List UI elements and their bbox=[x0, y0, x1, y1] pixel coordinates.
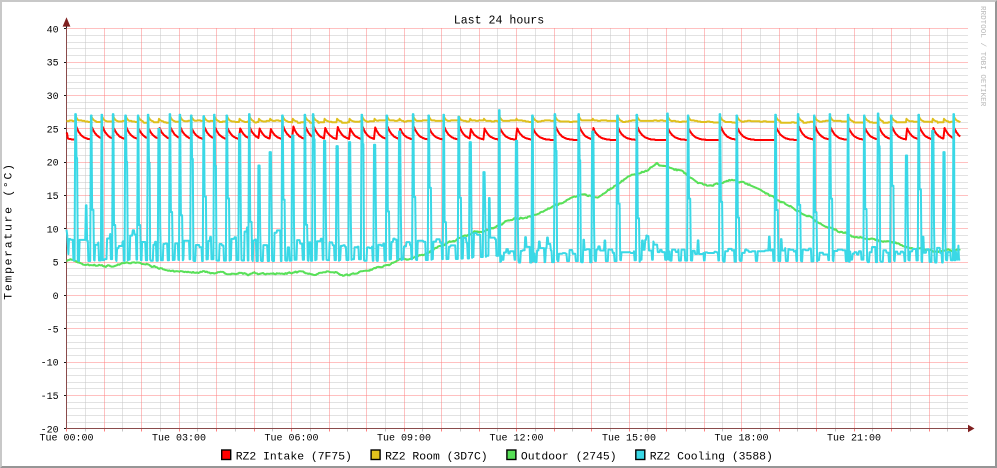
svg-text:5: 5 bbox=[53, 259, 59, 270]
svg-text:Tue 09:00: Tue 09:00 bbox=[377, 434, 431, 445]
svg-text:-10: -10 bbox=[41, 359, 59, 370]
svg-text:-5: -5 bbox=[47, 325, 59, 336]
svg-text:Tue 12:00: Tue 12:00 bbox=[489, 434, 543, 445]
svg-text:35: 35 bbox=[47, 59, 59, 70]
svg-text:Last 24 hours: Last 24 hours bbox=[454, 15, 544, 28]
svg-text:Outdoor (2745): Outdoor (2745) bbox=[521, 451, 617, 463]
svg-text:RZ2 Cooling (3588): RZ2 Cooling (3588) bbox=[650, 451, 773, 463]
svg-text:Temperature (°C): Temperature (°C) bbox=[4, 162, 16, 299]
svg-text:40: 40 bbox=[47, 25, 59, 36]
svg-text:25: 25 bbox=[47, 125, 59, 136]
svg-text:Tue 03:00: Tue 03:00 bbox=[152, 434, 206, 445]
svg-text:15: 15 bbox=[47, 192, 59, 203]
svg-text:Tue 15:00: Tue 15:00 bbox=[602, 434, 656, 445]
svg-text:30: 30 bbox=[47, 92, 59, 103]
svg-text:Tue 18:00: Tue 18:00 bbox=[714, 434, 768, 445]
svg-text:Tue 00:00: Tue 00:00 bbox=[39, 434, 93, 445]
svg-text:20: 20 bbox=[47, 159, 59, 170]
svg-text:RZ2 Room (3D7C): RZ2 Room (3D7C) bbox=[385, 451, 488, 463]
svg-text:Tue 06:00: Tue 06:00 bbox=[264, 434, 318, 445]
svg-text:RZ2 Intake (7F75): RZ2 Intake (7F75) bbox=[236, 451, 352, 463]
svg-text:RRDTOOL / TOBI OETIKER: RRDTOOL / TOBI OETIKER bbox=[978, 6, 986, 107]
svg-text:Tue 21:00: Tue 21:00 bbox=[827, 434, 881, 445]
svg-text:-20: -20 bbox=[41, 425, 59, 436]
svg-text:0: 0 bbox=[53, 292, 59, 303]
svg-text:-15: -15 bbox=[41, 392, 59, 403]
svg-text:10: 10 bbox=[47, 225, 59, 236]
